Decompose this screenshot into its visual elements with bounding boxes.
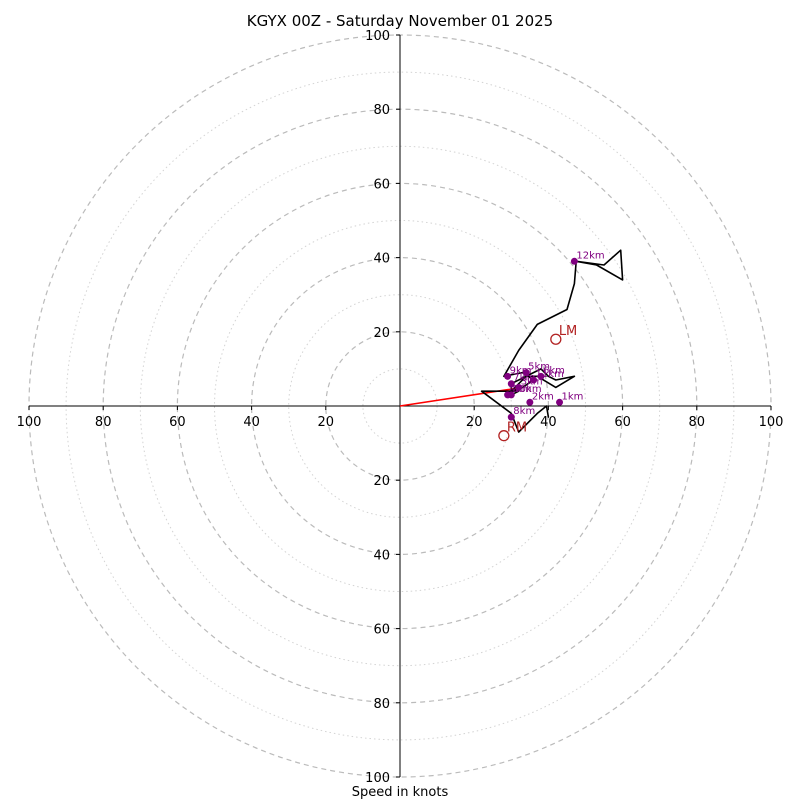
height-marker-11km: 11km — [530, 369, 564, 384]
mean-wind-vector-layer — [399, 386, 523, 407]
height-markers: 1km2km3km4km5km6km7km8km9km10km11km12km — [504, 250, 605, 421]
y-tick-label: 60 — [373, 623, 390, 638]
height-marker-label: 7km — [513, 373, 535, 384]
storm-motion-marker — [498, 430, 510, 442]
x-tick-label: 20 — [318, 415, 335, 430]
height-marker-12km: 12km — [570, 250, 605, 265]
height-marker-2km: 2km — [526, 391, 554, 406]
storm-motion-lm: LM — [550, 324, 577, 345]
y-tick-label: 40 — [373, 252, 390, 267]
y-tick-label: 100 — [365, 771, 390, 786]
height-marker-dot — [526, 398, 534, 406]
height-marker-label: 5km — [528, 362, 550, 373]
y-tick-label: 40 — [373, 548, 390, 563]
storm-motion-label: LM — [559, 324, 577, 339]
height-marker-label: 4km — [510, 384, 532, 395]
chart-title: KGYX 00Z - Saturday November 01 2025 — [247, 12, 553, 30]
y-tick-label: 20 — [373, 474, 390, 489]
y-tick-label: 80 — [373, 103, 390, 118]
height-marker-dot — [507, 413, 515, 421]
height-marker-8km: 8km — [507, 406, 535, 421]
storm-motion-label: RM — [507, 421, 527, 436]
x-tick-label: 80 — [95, 415, 112, 430]
height-marker-label: 11km — [536, 369, 564, 380]
x-tick-label: 40 — [243, 415, 260, 430]
y-tick-label: 100 — [365, 29, 390, 44]
height-marker-label: 10km — [513, 384, 541, 395]
x-tick-label: 100 — [17, 415, 42, 430]
y-tick-label: 60 — [373, 177, 390, 192]
height-marker-dot — [504, 372, 512, 380]
x-tick-label: 80 — [689, 415, 706, 430]
height-marker-label: 2km — [532, 391, 554, 402]
storm-motion-marker — [550, 333, 562, 345]
height-marker-label: 8km — [513, 406, 535, 417]
height-marker-dot — [570, 257, 578, 265]
height-marker-1km: 1km — [556, 391, 583, 406]
height-marker-dot — [507, 391, 515, 399]
storm-motion-markers: LM RM — [498, 324, 577, 442]
height-marker-dot — [515, 383, 523, 391]
x-tick-label: 40 — [540, 415, 557, 430]
height-marker-label: 6km — [543, 365, 565, 376]
hodograph-trace-layer — [480, 249, 624, 433]
x-tick-label: 20 — [466, 415, 483, 430]
x-axis-label: Speed in knots — [352, 785, 449, 800]
height-marker-label: 1km — [562, 391, 584, 402]
height-marker-9km: 9km — [504, 365, 531, 380]
height-marker-label: 12km — [576, 250, 604, 261]
hodograph-trace — [480, 249, 624, 433]
height-marker-dot — [537, 372, 545, 380]
x-tick-label: 100 — [759, 415, 784, 430]
height-marker-10km: 10km — [507, 384, 542, 399]
height-marker-dot — [556, 398, 564, 406]
y-tick-label: 20 — [373, 326, 390, 341]
height-marker-dot — [530, 376, 538, 384]
height-marker-5km: 5km — [522, 362, 550, 377]
height-marker-7km: 7km — [507, 373, 535, 388]
height-marker-dot — [522, 369, 530, 377]
axis-ticks: 20 20 20 20 40 40 40 40 60 60 60 60 80 80 80 80 100 100 10… — [17, 29, 784, 786]
height-marker-dot — [507, 380, 515, 388]
x-tick-label: 60 — [614, 415, 631, 430]
storm-motion-rm: RM — [498, 421, 527, 442]
y-tick-label: 80 — [373, 697, 390, 712]
x-tick-label: 60 — [169, 415, 186, 430]
height-marker-6km: 6km — [537, 365, 565, 380]
height-marker-label: 9km — [510, 365, 532, 376]
mean-wind-vector — [399, 386, 523, 407]
